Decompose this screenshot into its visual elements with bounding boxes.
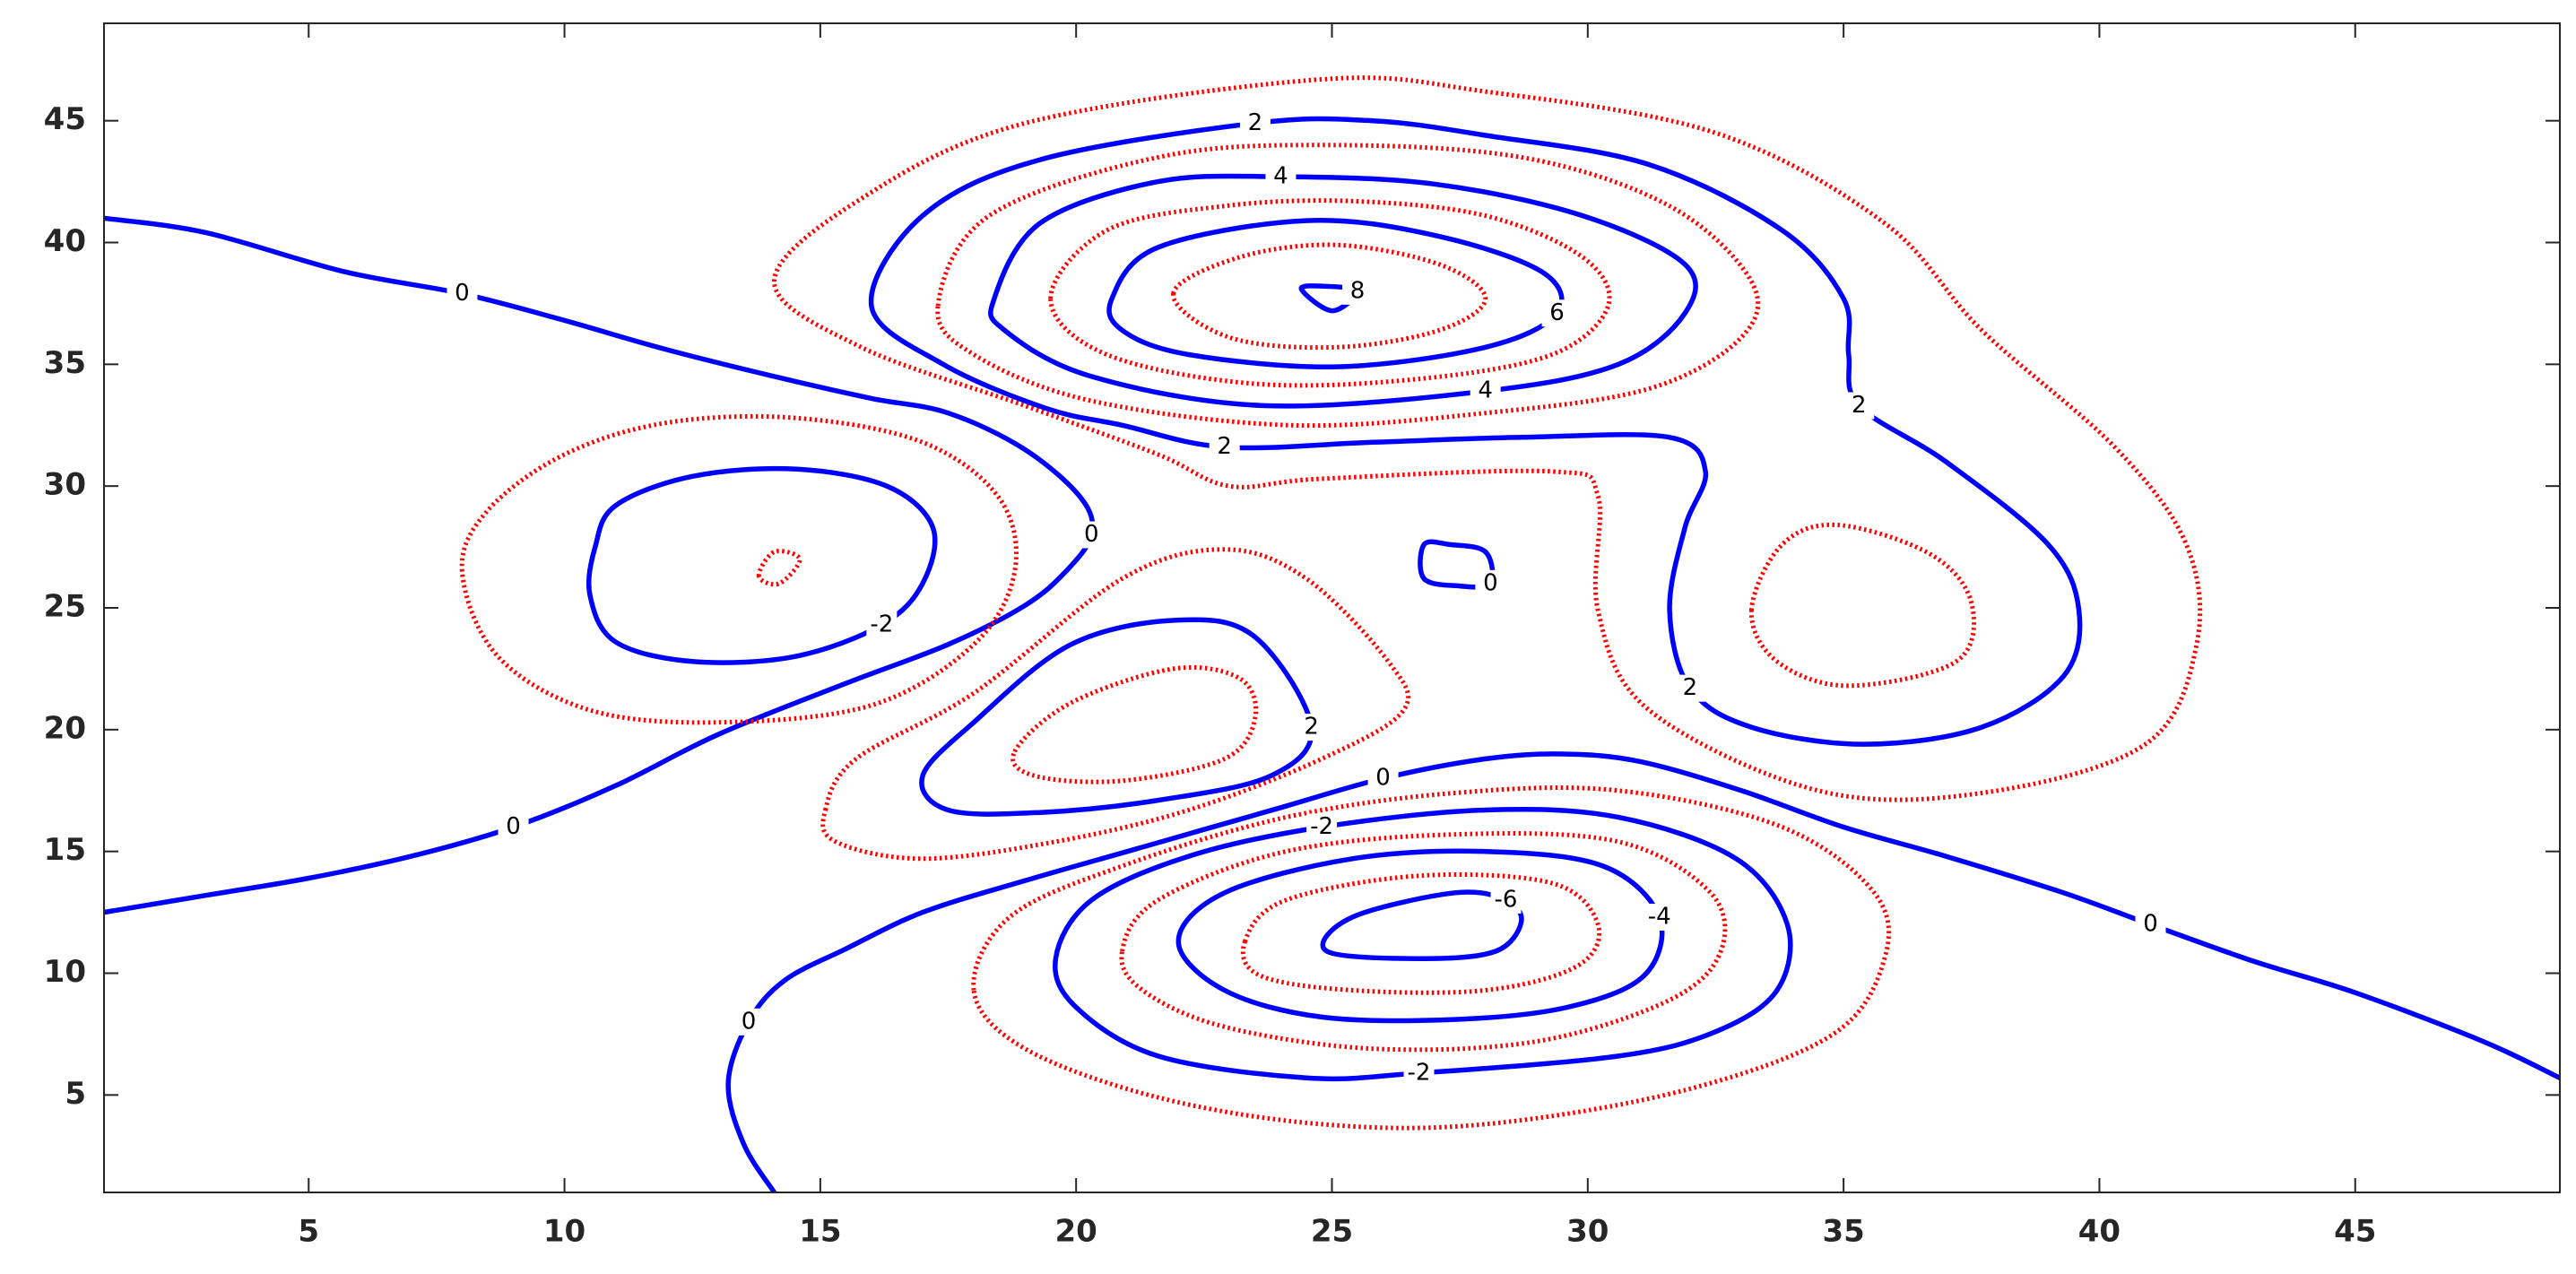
- contour-label-bg: [498, 813, 529, 841]
- x-tick-label: 5: [298, 1214, 319, 1250]
- y-tick-label: 10: [44, 954, 86, 990]
- contour-label-bg: [1490, 887, 1522, 914]
- y-tick-label: 15: [44, 832, 86, 868]
- contour-label: -2: [1408, 1059, 1431, 1086]
- contour-label-bg: [1644, 904, 1675, 932]
- y-tick-label: 45: [44, 101, 86, 137]
- contour-label: 2: [1683, 674, 1698, 701]
- dotted-contour: [1748, 522, 1977, 689]
- contour-label: 0: [742, 1008, 757, 1035]
- contour-label-bg: [1296, 714, 1327, 741]
- contour-label: 0: [2143, 911, 2158, 938]
- contour-label: 0: [1084, 521, 1099, 548]
- contour-line: [988, 173, 1698, 409]
- y-tick-label: 35: [44, 345, 86, 381]
- contour-label-bg: [1239, 109, 1271, 137]
- contour-line: [1053, 807, 1793, 1082]
- x-tick-label: 45: [2334, 1214, 2376, 1250]
- contour-label: -4: [1648, 904, 1671, 931]
- y-tick-label: 5: [65, 1076, 86, 1112]
- dotted-contour: [971, 785, 1891, 1131]
- contour-label: 0: [506, 813, 521, 840]
- contour-label: 4: [1273, 163, 1288, 190]
- dotted-contour: [1010, 664, 1259, 784]
- contour-label: 6: [1549, 299, 1565, 326]
- contour-label: 8: [1350, 277, 1366, 304]
- x-tick-label: 10: [543, 1214, 585, 1250]
- contour-label: 0: [1375, 765, 1391, 792]
- dotted-contour: [772, 75, 2203, 802]
- contour-label-bg: [1541, 299, 1573, 327]
- contour-label: -6: [1495, 887, 1518, 914]
- y-tick-label: 40: [44, 223, 86, 259]
- contour-line: [868, 116, 2083, 747]
- contour-label-bg: [2135, 911, 2166, 939]
- contour-label-bg: [1265, 163, 1297, 191]
- y-tick-label: 25: [44, 589, 86, 625]
- contour-label-bg: [1367, 765, 1399, 793]
- y-tick-label: 30: [44, 467, 86, 503]
- contour-label: 0: [455, 280, 470, 307]
- contour-label-bg: [866, 611, 898, 639]
- contour-label-bg: [1674, 674, 1705, 702]
- contour-label-bg: [1470, 377, 1501, 405]
- contour-label: -2: [1310, 813, 1333, 840]
- x-tick-label: 40: [2078, 1214, 2121, 1250]
- contour-label-bg: [1306, 813, 1338, 841]
- contour-label-bg: [733, 1008, 764, 1036]
- contour-label: 0: [1483, 569, 1498, 596]
- x-tick-label: 30: [1566, 1214, 1609, 1250]
- contour-label: 2: [1852, 392, 1867, 419]
- x-tick-label: 15: [799, 1214, 841, 1250]
- contour-label: 2: [1217, 433, 1232, 460]
- contour-label-bg: [1342, 277, 1374, 305]
- contour-label: 4: [1478, 377, 1493, 404]
- dotted-contour: [1119, 831, 1728, 1053]
- contour-label-bg: [1076, 521, 1107, 549]
- y-tick-label: 20: [44, 710, 86, 746]
- contour-line: [1175, 848, 1665, 1024]
- dotted-contour: [1171, 242, 1488, 351]
- dotted-contour: [459, 413, 1019, 725]
- contour-label-bg: [447, 280, 478, 308]
- x-tick-label: 25: [1311, 1214, 1353, 1250]
- dotted-contour: [1048, 198, 1612, 388]
- x-tick-label: 20: [1055, 1214, 1097, 1250]
- contour-label: -2: [870, 611, 893, 638]
- contour-label-bg: [1475, 569, 1506, 597]
- contour-label-bg: [1209, 433, 1240, 461]
- contour-line: [725, 751, 2560, 1192]
- contour-label-bg: [1403, 1059, 1435, 1087]
- dotted-contour: [756, 549, 802, 587]
- contour-label: 2: [1304, 714, 1319, 741]
- dotted-contour: [935, 143, 1761, 429]
- dotted-contour: [1240, 871, 1602, 995]
- contour-label: 2: [1248, 109, 1263, 136]
- contour-label-bg: [1843, 392, 1875, 420]
- x-tick-label: 35: [1822, 1214, 1864, 1250]
